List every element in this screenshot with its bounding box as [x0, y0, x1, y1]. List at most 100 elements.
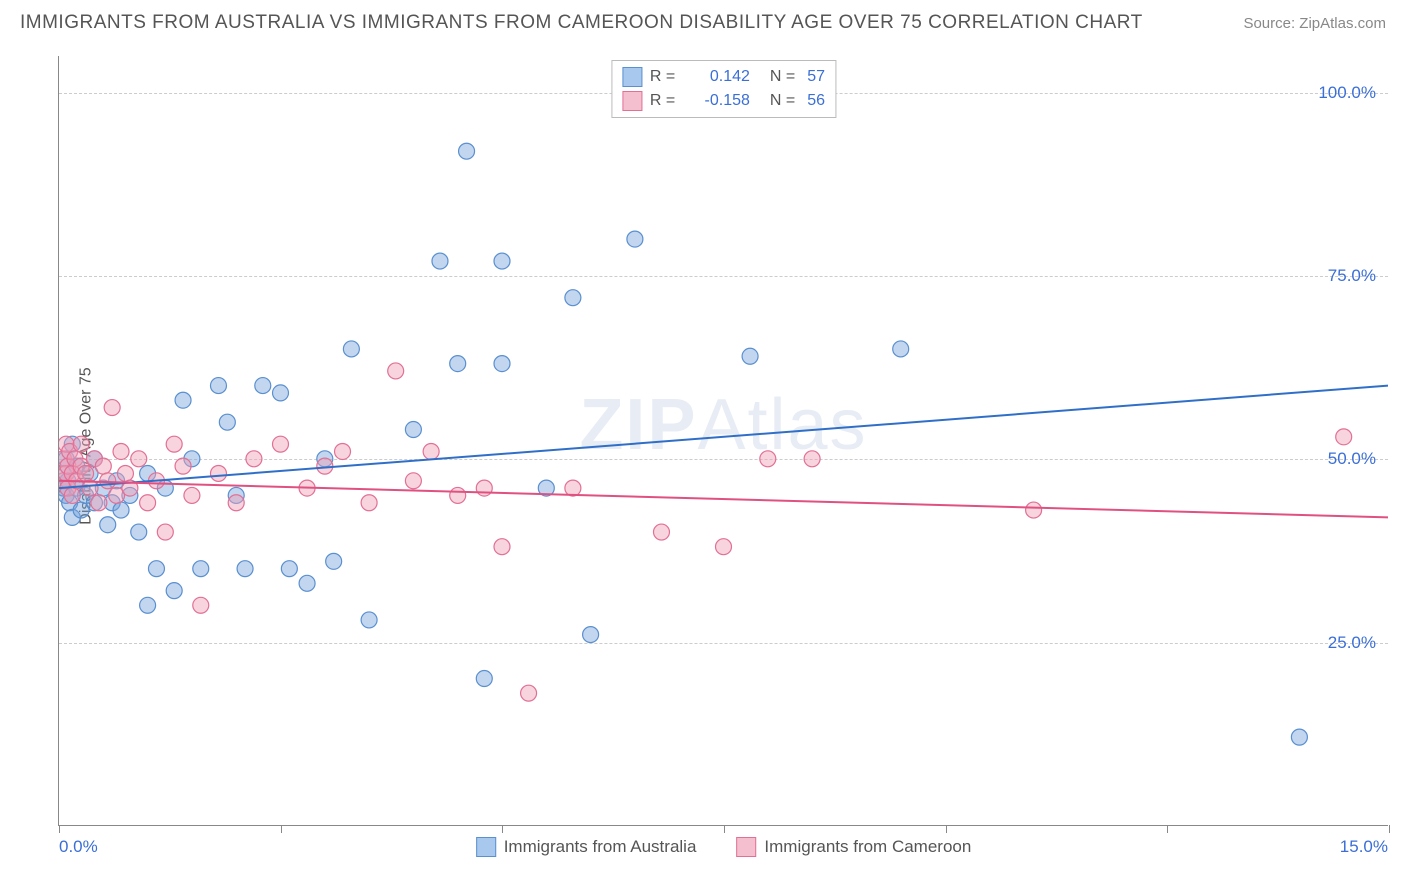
- x-tick: [724, 825, 725, 833]
- legend-label: Immigrants from Cameroon: [764, 837, 971, 857]
- legend-n-value: 56: [807, 92, 825, 110]
- data-point: [273, 436, 289, 452]
- series-legend: Immigrants from Australia Immigrants from…: [476, 837, 972, 857]
- data-point: [131, 524, 147, 540]
- x-axis-max-label: 15.0%: [1340, 837, 1388, 857]
- legend-row: R = -0.158 N = 56: [622, 89, 825, 113]
- data-point: [494, 356, 510, 372]
- legend-r-value: -0.158: [690, 92, 750, 110]
- data-point: [317, 458, 333, 474]
- legend-swatch: [622, 91, 642, 111]
- data-point: [237, 561, 253, 577]
- legend-r-label: R =: [650, 92, 682, 110]
- data-point: [219, 414, 235, 430]
- header: IMMIGRANTS FROM AUSTRALIA VS IMMIGRANTS …: [0, 0, 1406, 42]
- x-tick: [1389, 825, 1390, 833]
- legend-r-label: R =: [650, 68, 682, 86]
- data-point: [476, 480, 492, 496]
- data-point: [583, 627, 599, 643]
- legend-swatch: [736, 837, 756, 857]
- data-point: [742, 348, 758, 364]
- data-point: [157, 524, 173, 540]
- data-point: [450, 487, 466, 503]
- data-point: [100, 473, 116, 489]
- data-point: [1336, 429, 1352, 445]
- data-point: [361, 495, 377, 511]
- data-point: [210, 465, 226, 481]
- legend-row: R = 0.142 N = 57: [622, 65, 825, 89]
- data-point: [104, 400, 120, 416]
- legend-n-label: N =: [770, 92, 795, 110]
- data-point: [361, 612, 377, 628]
- x-tick: [502, 825, 503, 833]
- data-point: [95, 458, 111, 474]
- data-point: [210, 378, 226, 394]
- x-tick: [946, 825, 947, 833]
- data-point: [760, 451, 776, 467]
- correlation-legend: R = 0.142 N = 57 R = -0.158 N = 56: [611, 60, 836, 118]
- data-point: [494, 539, 510, 555]
- trend-line: [59, 386, 1388, 489]
- legend-item: Immigrants from Australia: [476, 837, 697, 857]
- data-point: [281, 561, 297, 577]
- data-point: [175, 392, 191, 408]
- data-point: [343, 341, 359, 357]
- data-point: [335, 443, 351, 459]
- data-point: [193, 597, 209, 613]
- data-point: [627, 231, 643, 247]
- legend-swatch: [622, 67, 642, 87]
- scatter-plot: [59, 56, 1388, 825]
- data-point: [1291, 729, 1307, 745]
- data-point: [166, 436, 182, 452]
- data-point: [140, 597, 156, 613]
- data-point: [716, 539, 732, 555]
- data-point: [432, 253, 448, 269]
- data-point: [653, 524, 669, 540]
- trend-line: [59, 481, 1388, 518]
- data-point: [565, 290, 581, 306]
- data-point: [459, 143, 475, 159]
- legend-item: Immigrants from Cameroon: [736, 837, 971, 857]
- data-point: [804, 451, 820, 467]
- data-point: [78, 465, 94, 481]
- data-point: [166, 583, 182, 599]
- legend-n-value: 57: [807, 68, 825, 86]
- chart-area: ZIPAtlas 25.0%50.0%75.0%100.0% R =0.142N…: [58, 56, 1388, 826]
- legend-label: Immigrants from Australia: [504, 837, 697, 857]
- x-tick: [1167, 825, 1168, 833]
- data-point: [91, 495, 107, 511]
- data-point: [113, 443, 129, 459]
- data-point: [521, 685, 537, 701]
- legend-n-label: N =: [770, 68, 795, 86]
- chart-title: IMMIGRANTS FROM AUSTRALIA VS IMMIGRANTS …: [20, 12, 1143, 34]
- data-point: [494, 253, 510, 269]
- data-point: [565, 480, 581, 496]
- data-point: [175, 458, 191, 474]
- data-point: [117, 465, 133, 481]
- data-point: [228, 495, 244, 511]
- x-tick: [59, 825, 60, 833]
- data-point: [326, 553, 342, 569]
- data-point: [140, 495, 156, 511]
- data-point: [405, 473, 421, 489]
- data-point: [299, 575, 315, 591]
- data-point: [113, 502, 129, 518]
- data-point: [184, 487, 200, 503]
- legend-swatch: [476, 837, 496, 857]
- data-point: [423, 443, 439, 459]
- data-point: [405, 422, 421, 438]
- data-point: [193, 561, 209, 577]
- data-point: [64, 487, 80, 503]
- data-point: [450, 356, 466, 372]
- x-axis-min-label: 0.0%: [59, 837, 98, 857]
- data-point: [388, 363, 404, 379]
- data-point: [893, 341, 909, 357]
- legend-r-value: 0.142: [690, 68, 750, 86]
- data-point: [73, 436, 89, 452]
- data-point: [246, 451, 262, 467]
- data-point: [100, 517, 116, 533]
- data-point: [273, 385, 289, 401]
- x-tick: [281, 825, 282, 833]
- data-point: [148, 561, 164, 577]
- data-point: [255, 378, 271, 394]
